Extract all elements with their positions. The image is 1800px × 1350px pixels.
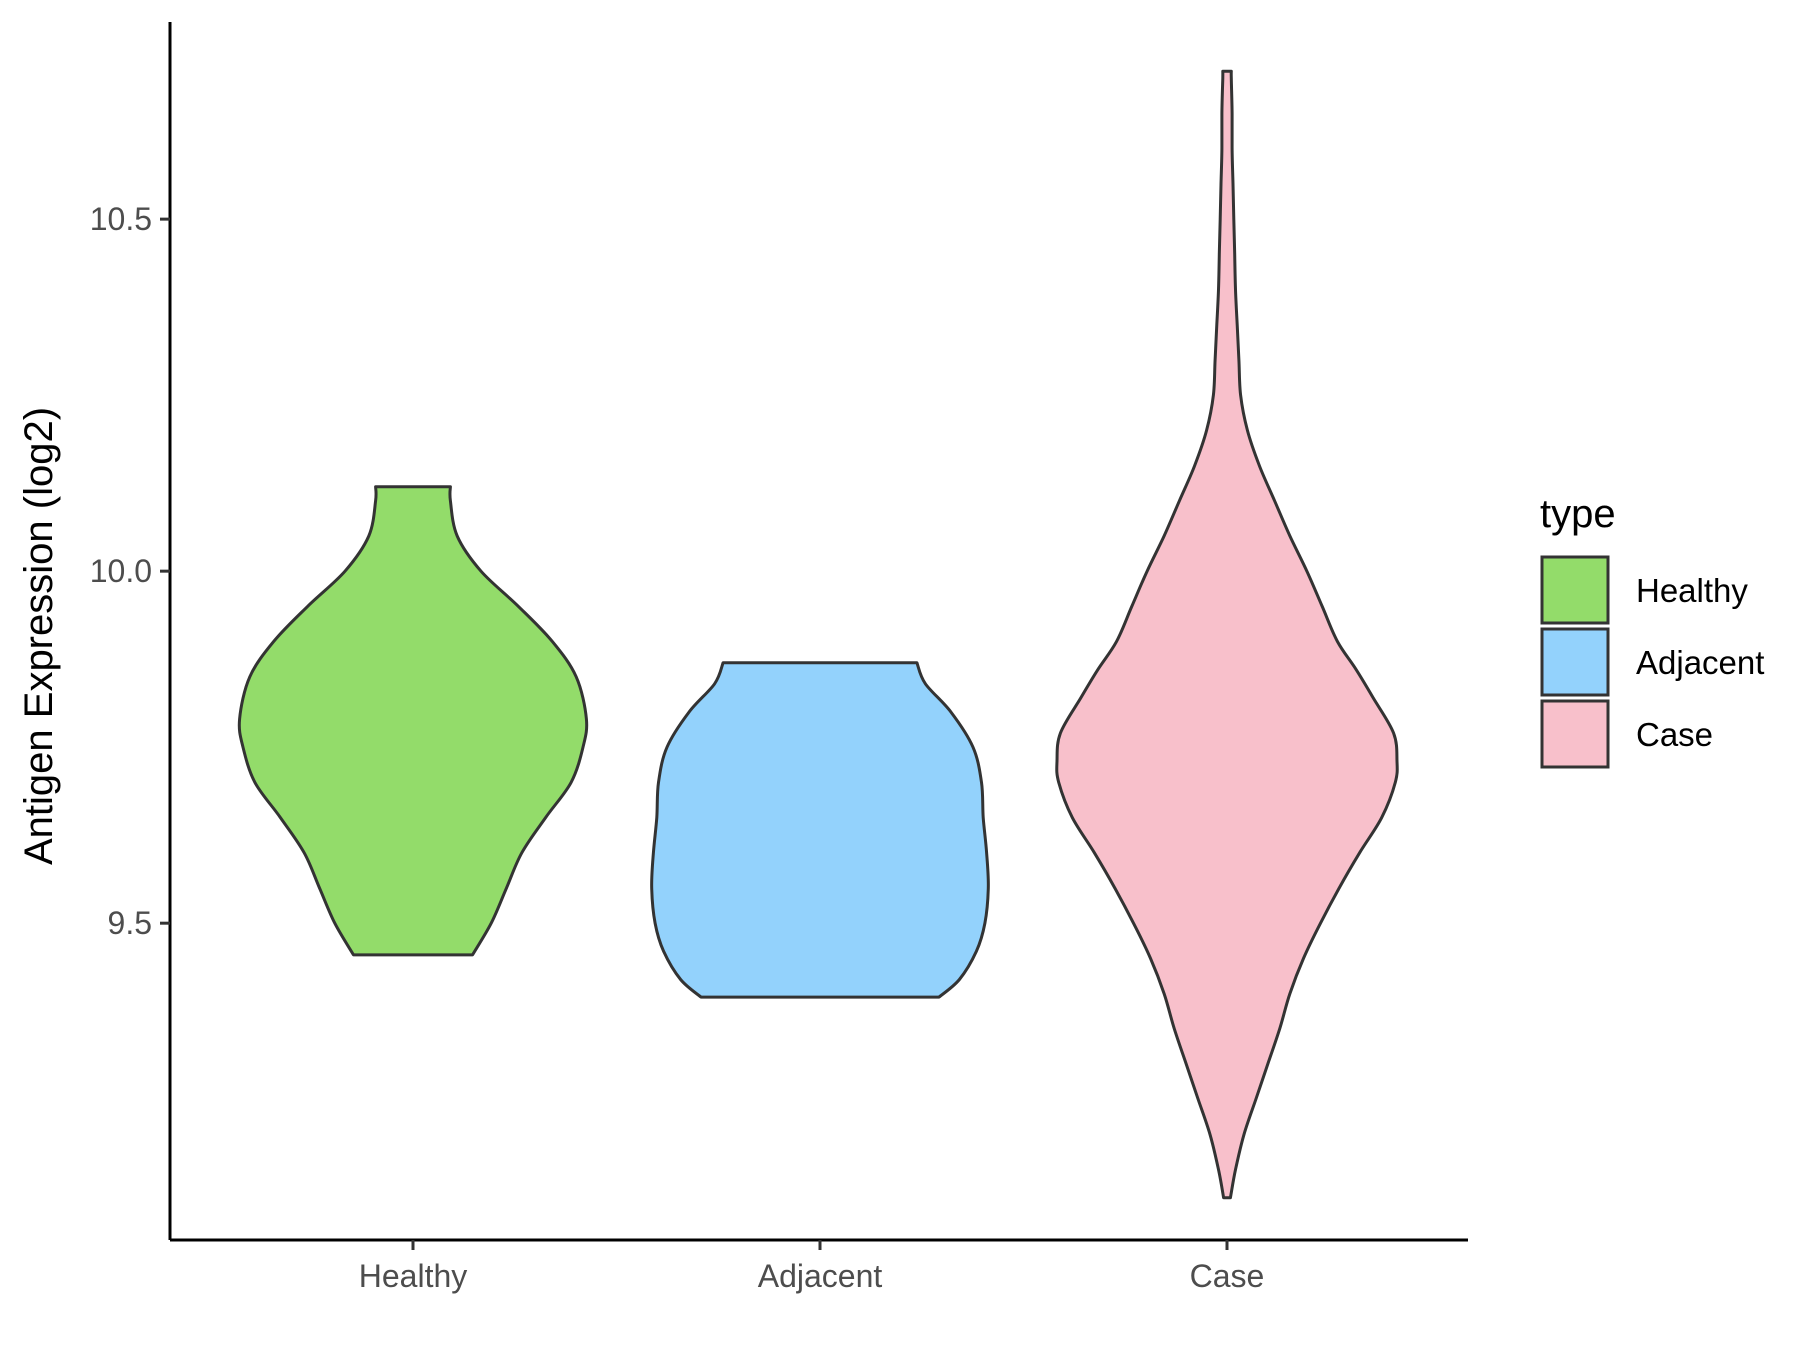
legend-key-adjacent [1540, 627, 1610, 697]
x-tick-label: Case [1190, 1258, 1265, 1294]
legend-items: Healthy Adjacent Case [1540, 555, 1764, 769]
legend-key-case [1540, 699, 1610, 769]
legend-key-healthy [1540, 555, 1610, 625]
x-tick-label: Adjacent [758, 1258, 883, 1294]
violin-healthy [237, 485, 589, 957]
y-tick-label: 9.5 [108, 905, 152, 941]
y-ticks: 9.5 10.0 10.5 [90, 201, 170, 941]
legend-label-healthy: Healthy [1636, 572, 1748, 609]
legend-title: type [1540, 492, 1616, 536]
y-tick-label: 10.0 [90, 553, 152, 589]
x-ticks: Healthy Adjacent Case [359, 1240, 1265, 1294]
violin-adjacent [650, 661, 990, 999]
violin-case [1055, 69, 1399, 1200]
y-axis-title: Antigen Expression (log2) [17, 407, 61, 865]
y-tick-label: 10.5 [90, 201, 152, 237]
legend: type Healthy Adjacent Case [1540, 492, 1764, 769]
violin-layer [237, 69, 1399, 1200]
x-tick-label: Healthy [359, 1258, 468, 1294]
legend-label-case: Case [1636, 716, 1713, 753]
legend-label-adjacent: Adjacent [1636, 644, 1764, 681]
